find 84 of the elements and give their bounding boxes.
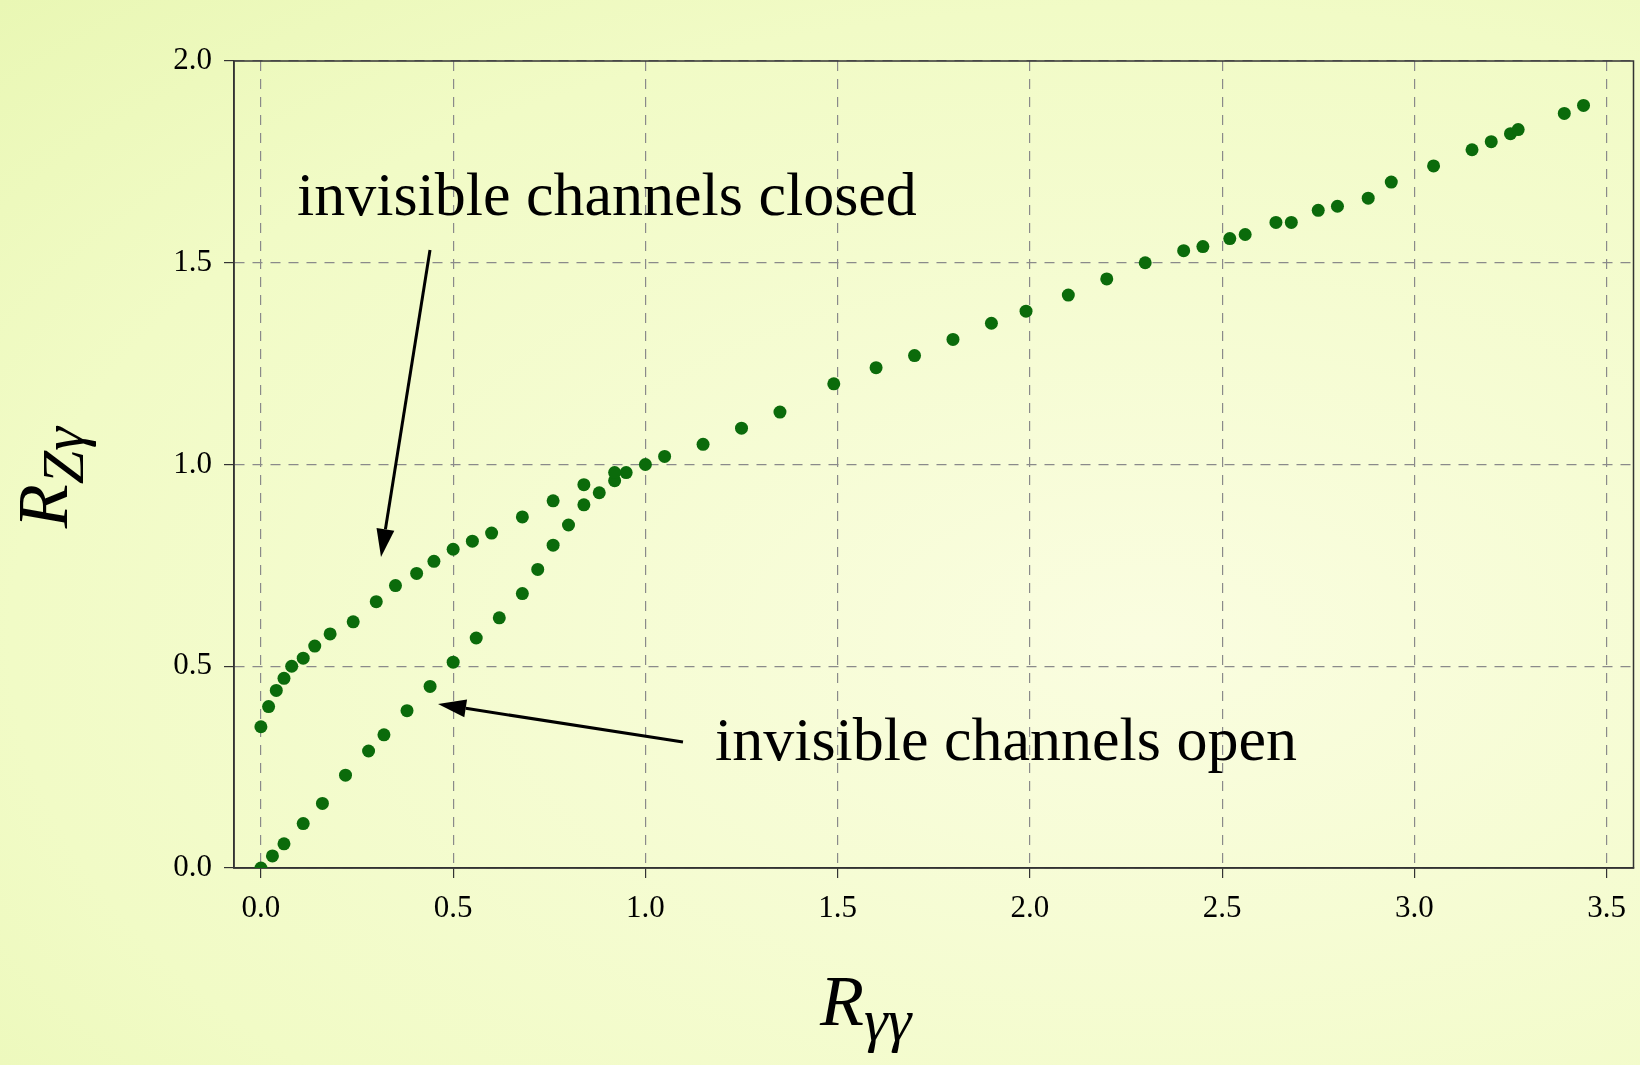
point <box>377 728 391 742</box>
point <box>1284 215 1298 229</box>
point <box>827 377 841 391</box>
point <box>339 768 352 782</box>
point <box>285 659 299 673</box>
point <box>265 849 279 863</box>
point <box>465 534 479 548</box>
point <box>1484 135 1498 149</box>
point <box>1269 215 1283 229</box>
point <box>515 510 529 524</box>
point <box>427 554 441 568</box>
point <box>296 817 310 831</box>
x-tick-label: 3.5 <box>1587 888 1626 924</box>
point <box>308 639 322 653</box>
point <box>1223 232 1237 246</box>
x-axis-title: R$_{γγ}$ <box>820 960 912 1056</box>
x-tick-label: 0.0 <box>241 888 281 924</box>
point <box>423 679 437 693</box>
x-tick-label: 3.0 <box>1394 888 1434 924</box>
point <box>908 349 922 363</box>
point <box>619 466 633 480</box>
x-tick-label: 1.5 <box>818 888 858 924</box>
point <box>946 332 960 346</box>
x-tick-label: 0.5 <box>433 888 473 924</box>
point <box>1577 98 1591 112</box>
point <box>446 542 460 556</box>
point <box>369 595 383 609</box>
point <box>869 361 883 375</box>
point <box>696 437 710 451</box>
point <box>1511 123 1525 137</box>
point <box>1100 272 1114 286</box>
point <box>1019 304 1033 318</box>
point <box>277 671 291 685</box>
point <box>562 518 575 532</box>
point <box>1196 240 1210 254</box>
point <box>1384 175 1398 189</box>
point <box>269 683 283 697</box>
point <box>1427 159 1441 173</box>
point <box>577 478 591 492</box>
point <box>1311 203 1325 217</box>
point <box>1177 244 1191 258</box>
point <box>546 538 560 552</box>
point <box>1465 143 1479 157</box>
point <box>735 421 749 435</box>
y-tick-label: 0.0 <box>173 848 212 884</box>
point <box>546 494 560 508</box>
point <box>1238 228 1252 242</box>
point <box>400 704 414 718</box>
point <box>469 631 483 645</box>
point <box>773 405 787 419</box>
point <box>254 720 268 734</box>
y-tick-label: 1.0 <box>173 444 212 480</box>
x-tick-label: 2.0 <box>1010 888 1050 924</box>
point <box>515 587 529 601</box>
annotation: invisible channels open <box>715 705 1297 773</box>
point <box>388 579 402 593</box>
point <box>315 796 329 810</box>
point <box>1361 191 1375 205</box>
point <box>1557 106 1571 120</box>
point <box>262 700 276 714</box>
x-tick-label: 2.5 <box>1202 888 1242 924</box>
y-tick-label: 1.5 <box>173 242 212 278</box>
point <box>277 837 291 851</box>
point <box>446 655 460 669</box>
point <box>638 458 652 471</box>
x-tick-label: 1.0 <box>626 888 665 924</box>
point <box>362 744 376 758</box>
point <box>1138 256 1152 270</box>
point <box>485 526 499 540</box>
point <box>1330 199 1344 213</box>
y-tick-label: 2.0 <box>173 41 212 77</box>
y-tick-label: 0.5 <box>173 646 212 682</box>
point <box>346 615 360 629</box>
point <box>531 562 545 576</box>
annotation: invisible channels closed <box>297 160 917 228</box>
point <box>592 486 606 500</box>
point <box>984 316 998 330</box>
point <box>658 449 672 463</box>
point <box>410 566 424 580</box>
point <box>323 627 337 641</box>
point <box>296 651 310 665</box>
point <box>492 611 506 625</box>
point <box>577 498 591 512</box>
point <box>1061 288 1075 302</box>
